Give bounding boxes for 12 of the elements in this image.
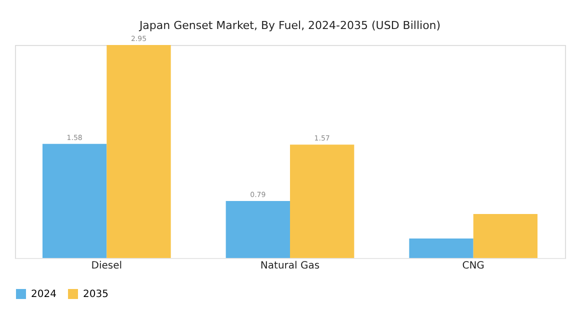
bar	[106, 45, 171, 258]
bar	[473, 214, 538, 258]
bar	[409, 238, 474, 258]
x-tick-label: Natural Gas	[260, 260, 320, 272]
x-tick-label: Diesel	[91, 260, 122, 272]
bar	[226, 200, 290, 258]
chart-title: Japan Genset Market, By Fuel, 2024-2035 (USD Billion)	[138, 19, 441, 32]
bar	[290, 144, 354, 258]
bar	[42, 144, 107, 258]
x-tick-label: CNG	[462, 260, 484, 272]
legend-label: 2024	[31, 289, 56, 300]
legend-label: 2035	[83, 289, 108, 300]
